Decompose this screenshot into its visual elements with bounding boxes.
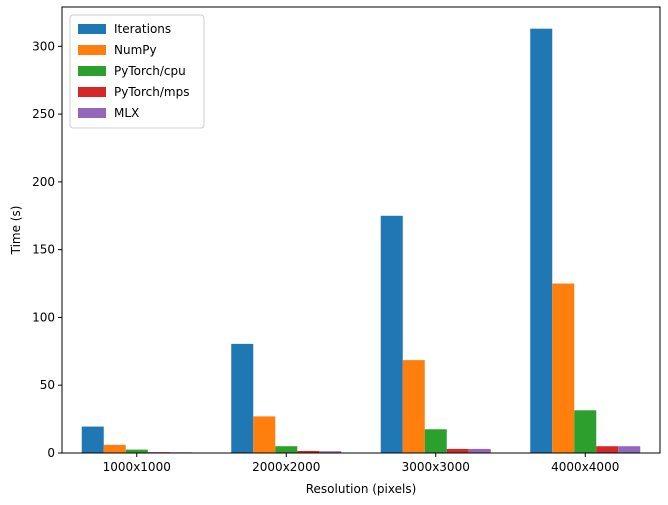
x-axis: 1000x1000 2000x2000 3000x3000 4000x4000 [103,453,619,474]
legend-label: NumPy [114,43,157,57]
y-tick-label: 250 [32,107,55,121]
bar-numpy-1000x1000 [103,444,126,453]
legend-swatch [78,45,106,55]
legend-label: PyTorch/cpu [114,64,186,78]
plot-frame [61,6,661,454]
legend-swatch [78,66,106,76]
legend-swatch [78,108,106,118]
legend-label: PyTorch/mps [114,85,189,99]
bar-pytorch-cpu-2000x2000 [275,446,298,453]
y-axis-label: Time (s) [9,206,23,256]
bar-iterations-2000x2000 [231,343,254,453]
y-tick-label: 150 [32,243,55,257]
y-tick-label: 100 [32,310,55,324]
bar-iterations-4000x4000 [530,28,553,453]
y-axis: 0 50 100 150 200 250 300 [32,39,62,460]
legend-label: MLX [114,106,139,120]
bar-pytorch-cpu-1000x1000 [125,449,148,453]
bar-pytorch-cpu-4000x4000 [574,410,597,453]
y-tick-label: 300 [32,39,55,53]
legend: Iterations NumPy PyTorch/cpu PyTorch/mps MLX [69,14,205,129]
x-tick-label: 4000x4000 [551,460,619,474]
bar-mlx-4000x4000 [618,446,641,453]
y-tick-label: 50 [40,378,55,392]
bar-pytorch-mps-3000x3000 [446,448,469,453]
bar-mlx-2000x2000 [319,451,342,453]
legend-swatch [78,24,106,34]
bar-numpy-2000x2000 [253,416,276,453]
x-axis-label: Resolution (pixels) [306,482,417,496]
legend-label: Iterations [114,22,171,36]
bar-pytorch-mps-2000x2000 [297,450,320,453]
bars-layer [81,28,641,453]
bar-numpy-4000x4000 [552,283,575,453]
bar-pytorch-cpu-3000x3000 [424,429,447,453]
x-tick-label: 1000x1000 [103,460,171,474]
y-tick-label: 200 [32,175,55,189]
bar-numpy-3000x3000 [402,360,425,453]
x-tick-label: 2000x2000 [252,460,320,474]
bar-iterations-3000x3000 [380,215,403,453]
legend-swatch [78,87,106,97]
bar-iterations-1000x1000 [81,426,104,453]
bar-pytorch-mps-4000x4000 [596,446,619,453]
y-tick-label: 0 [47,446,55,460]
bar-mlx-3000x3000 [468,448,491,453]
legend-box [69,14,205,129]
x-tick-label: 3000x3000 [402,460,470,474]
